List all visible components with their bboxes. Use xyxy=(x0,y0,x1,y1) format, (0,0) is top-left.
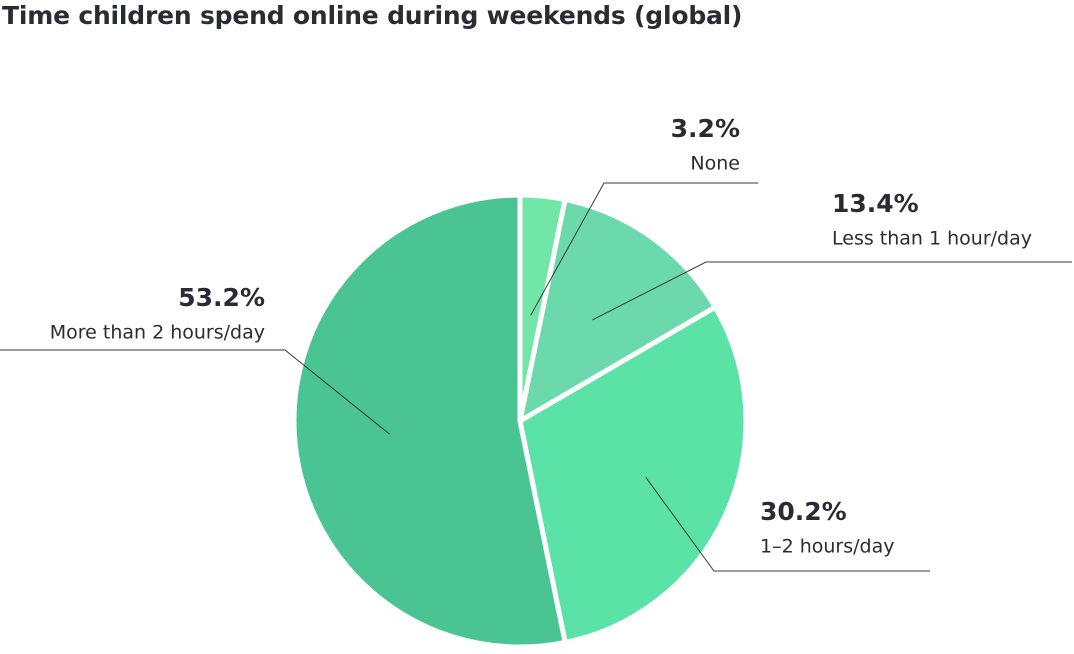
slice-category-label-none: None xyxy=(690,153,740,175)
slice-value-label-more-than-2-hours-day: 53.2% xyxy=(178,283,265,312)
slice-category-label-more-than-2-hours-day: More than 2 hours/day xyxy=(50,322,265,344)
leader-line-less-than-1-hour-day xyxy=(592,261,1072,321)
leader-line-none xyxy=(530,182,758,316)
slice-value-label-less-than-1-hour-day: 13.4% xyxy=(832,189,919,218)
pie-slice-less-than-1-hour-day xyxy=(517,197,718,424)
leader-line-1-2-hours-day xyxy=(645,477,930,572)
leader-lines xyxy=(0,182,1072,572)
chart-title: Time children spend online during weeken… xyxy=(2,1,743,30)
slice-category-label-less-than-1-hour-day: Less than 1 hour/day xyxy=(832,228,1032,250)
slice-value-label-1-2-hours-day: 30.2% xyxy=(760,497,847,526)
slice-value-label-none: 3.2% xyxy=(671,114,740,143)
slice-category-label-1-2-hours-day: 1–2 hours/day xyxy=(760,536,894,558)
pie-slice-more-than-2-hours-day xyxy=(291,192,568,650)
pie-slice-1-2-hours-day xyxy=(517,304,749,645)
slice-labels: 3.2% None 13.4% Less than 1 hour/day 30.2% 1–… xyxy=(50,114,1032,558)
leader-line-more-than-2-hours-day xyxy=(0,349,390,435)
pie-slices xyxy=(291,192,749,650)
